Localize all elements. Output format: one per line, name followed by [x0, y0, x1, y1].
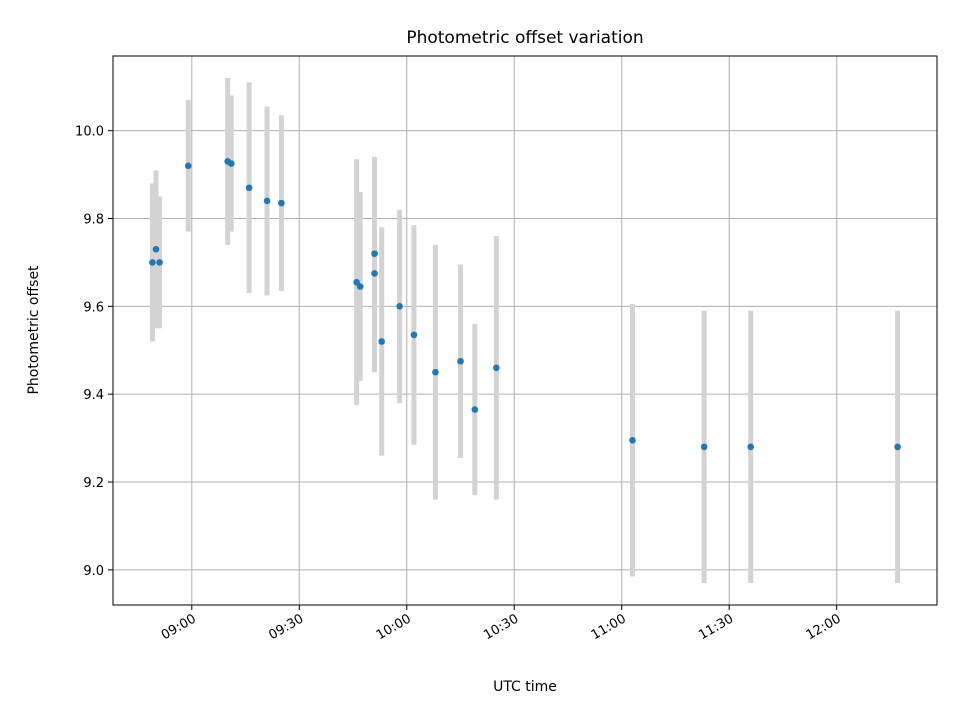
data-point: [894, 443, 901, 451]
data-point: [700, 443, 708, 451]
data-point: [353, 278, 360, 286]
data-point: [747, 443, 755, 451]
data-point: [378, 338, 385, 345]
data-point: [152, 245, 160, 253]
y-tick-label: 10.0: [75, 125, 104, 140]
data-point: [149, 259, 156, 266]
data-point: [278, 199, 285, 207]
data-point: [156, 259, 163, 266]
data-point: [184, 162, 192, 170]
y-tick-label: 9.6: [83, 300, 104, 315]
data-point: [245, 184, 253, 192]
plot-frame: [112, 55, 938, 606]
data-point: [396, 303, 403, 310]
data-point: [356, 283, 364, 290]
data-point: [227, 160, 235, 167]
y-axis-label: Photometric offset: [26, 265, 42, 395]
y-tick-label: 9.0: [83, 564, 104, 579]
x-axis-label: UTC time: [493, 679, 557, 695]
data-point: [371, 250, 378, 257]
data-point: [457, 357, 464, 365]
y-tick-label: 9.4: [83, 388, 104, 403]
data-point: [263, 197, 271, 205]
data-point: [410, 331, 418, 339]
y-tick-label: 9.8: [83, 213, 104, 228]
y-tick-label: 9.2: [83, 476, 104, 491]
y-axis-ticks: 9.0 9.2 9.4 9.6 9.8 10.0: [75, 125, 113, 579]
chart-title: Photometric offset variation: [406, 28, 643, 48]
data-points: [149, 158, 901, 451]
data-point: [471, 406, 479, 413]
data-point: [629, 437, 636, 444]
data-point: [432, 368, 439, 376]
data-point: [493, 364, 500, 372]
data-point: [371, 270, 378, 277]
